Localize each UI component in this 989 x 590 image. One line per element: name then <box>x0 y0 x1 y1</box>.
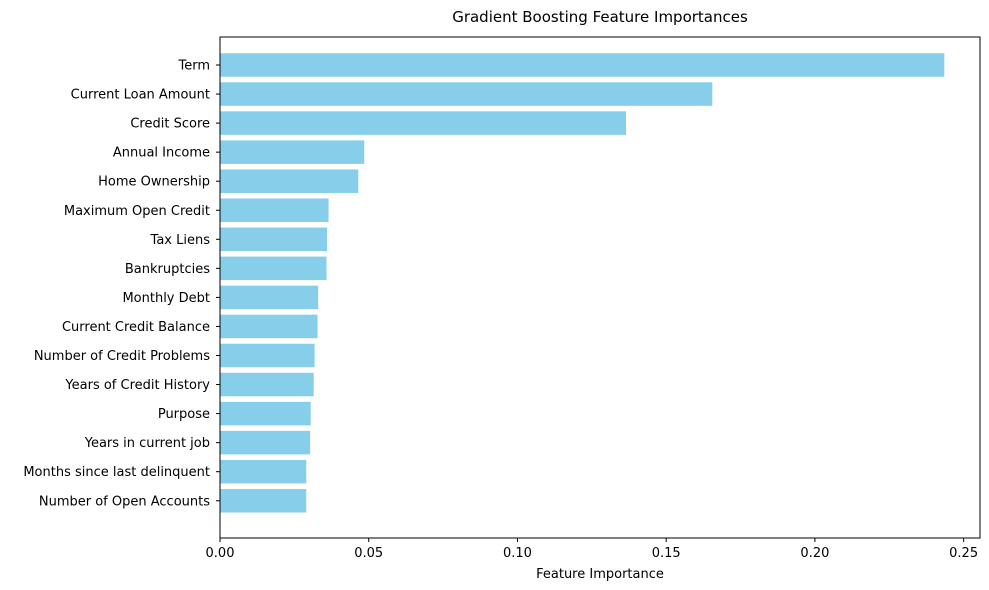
x-tick-label: 0.05 <box>354 546 383 561</box>
bar-credit-score <box>220 111 627 135</box>
y-axis-ticks: Term Current Loan Amount Credit Score Annua… <box>23 59 220 509</box>
x-tick-label: 0.10 <box>503 546 532 561</box>
bar-tax-liens <box>220 227 328 252</box>
y-tick-label: Years in current job <box>84 436 210 451</box>
bars-group <box>220 53 945 513</box>
bar-maximum-open-credit <box>220 198 329 222</box>
chart-title: Gradient Boosting Feature Importances <box>452 8 748 26</box>
x-tick-label: 0.25 <box>949 546 978 561</box>
y-tick-label: Annual Income <box>113 146 210 161</box>
y-tick-label: Current Loan Amount <box>71 88 210 103</box>
bar-annual-income <box>220 140 365 164</box>
x-tick-label: 0.20 <box>800 546 829 561</box>
bar-months-since-last-delinquent <box>220 459 307 484</box>
x-axis-label: Feature Importance <box>536 567 664 582</box>
y-tick-label: Current Credit Balance <box>62 320 210 335</box>
y-tick-label: Years of Credit History <box>64 378 210 393</box>
bar-number-of-open-accounts <box>220 489 307 513</box>
bar-purpose <box>220 401 311 426</box>
y-tick-label: Tax Liens <box>150 233 211 248</box>
bar-home-ownership <box>220 169 359 193</box>
y-tick-label: Bankruptcies <box>125 262 210 277</box>
plot-frame <box>219 36 981 539</box>
bar-current-credit-balance <box>220 314 318 339</box>
y-tick-label: Credit Score <box>130 117 210 132</box>
y-tick-label: Purpose <box>158 407 210 422</box>
bar-bankruptcies <box>220 256 327 281</box>
y-tick-label: Months since last delinquent <box>23 465 210 480</box>
bar-years-of-credit-history <box>220 372 314 397</box>
y-tick-label: Monthly Debt <box>122 291 210 306</box>
x-tick-label: 0.15 <box>652 546 681 561</box>
bar-current-loan-amount <box>220 82 713 106</box>
y-tick-label: Term <box>177 59 210 74</box>
bar-monthly-debt <box>220 285 319 310</box>
y-tick-label: Number of Credit Problems <box>34 349 210 364</box>
y-tick-label: Maximum Open Credit <box>64 204 210 219</box>
bar-term <box>220 53 945 77</box>
y-tick-label: Home Ownership <box>98 175 210 190</box>
x-axis-ticks: 0.00 0.05 0.10 0.15 0.20 0.25 <box>206 538 978 561</box>
x-tick-label: 0.00 <box>206 546 235 561</box>
bar-number-of-credit-problems <box>220 343 315 368</box>
bar-years-in-current-job <box>220 430 311 455</box>
y-tick-label: Number of Open Accounts <box>39 494 210 509</box>
